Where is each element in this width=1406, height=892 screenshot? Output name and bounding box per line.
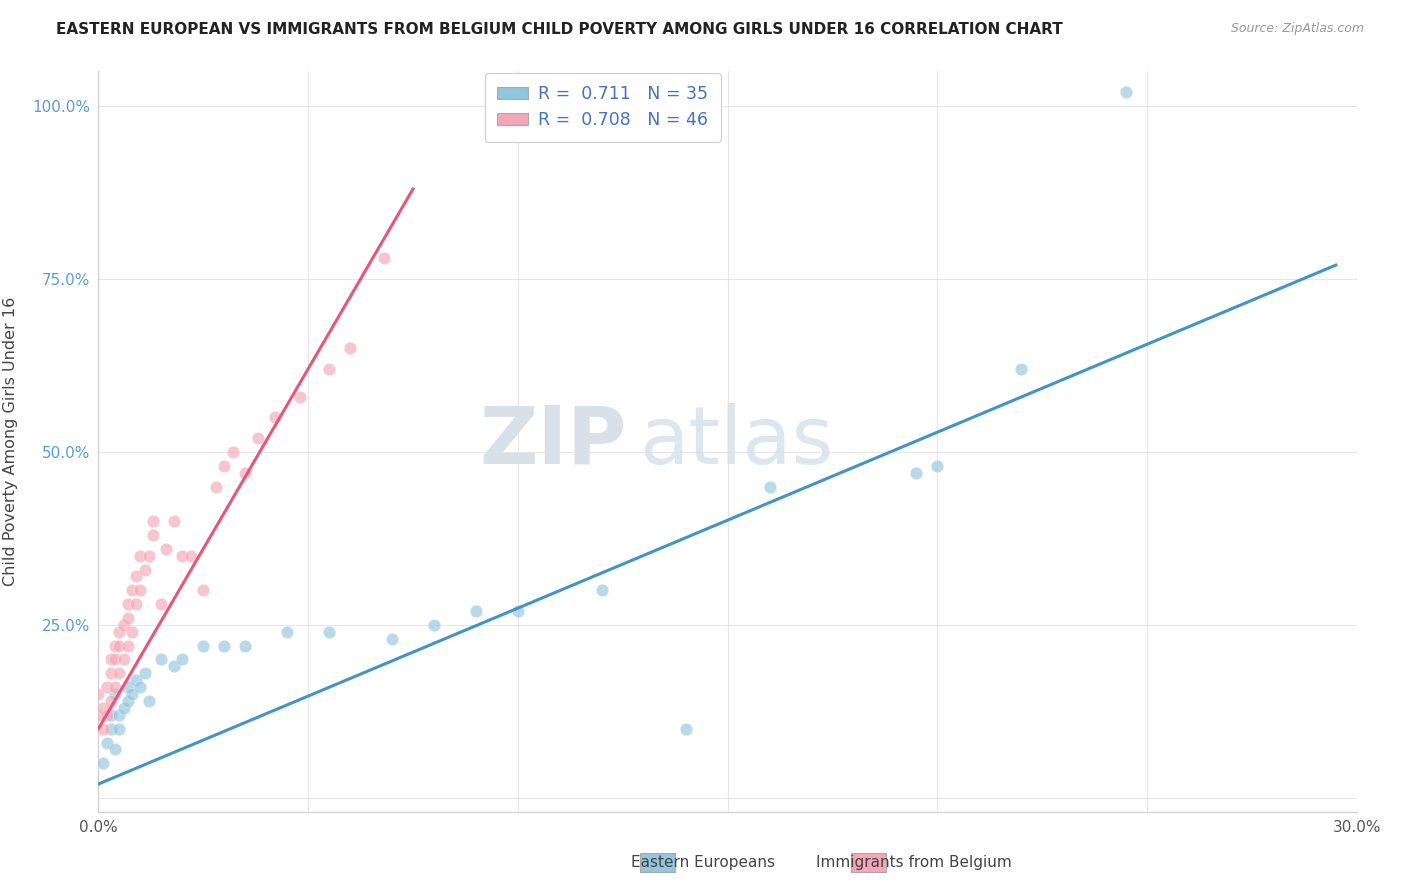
Point xyxy=(214,458,236,473)
Point xyxy=(121,583,143,598)
Point xyxy=(318,624,340,639)
Point xyxy=(117,680,139,694)
Point xyxy=(905,466,928,480)
Point xyxy=(591,583,613,598)
Point xyxy=(129,680,152,694)
Text: EASTERN EUROPEAN VS IMMIGRANTS FROM BELGIUM CHILD POVERTY AMONG GIRLS UNDER 16 C: EASTERN EUROPEAN VS IMMIGRANTS FROM BELG… xyxy=(56,22,1063,37)
Point xyxy=(125,597,148,611)
Point xyxy=(104,639,127,653)
Point xyxy=(465,604,488,618)
Point xyxy=(1010,362,1032,376)
Point xyxy=(117,611,139,625)
Point xyxy=(87,707,110,722)
Point xyxy=(927,458,949,473)
Point xyxy=(91,756,114,771)
Text: atlas: atlas xyxy=(640,402,834,481)
Point xyxy=(172,549,194,563)
Point xyxy=(506,604,529,618)
Point xyxy=(205,479,228,493)
Point xyxy=(172,652,194,666)
Point xyxy=(423,618,446,632)
Point xyxy=(100,694,122,708)
Point xyxy=(87,687,110,701)
Point xyxy=(121,624,143,639)
Point xyxy=(381,632,404,646)
Point xyxy=(129,583,152,598)
Text: Immigrants from Belgium: Immigrants from Belgium xyxy=(815,855,1012,870)
Point xyxy=(100,666,122,681)
Point xyxy=(155,541,177,556)
Point xyxy=(134,666,156,681)
Point xyxy=(193,639,215,653)
Point xyxy=(129,549,152,563)
Text: Eastern Europeans: Eastern Europeans xyxy=(631,855,775,870)
Point xyxy=(104,742,127,756)
Point xyxy=(246,431,269,445)
Point xyxy=(263,410,285,425)
Point xyxy=(138,694,160,708)
Point xyxy=(288,390,311,404)
Point xyxy=(108,722,131,736)
Point xyxy=(214,639,236,653)
Point xyxy=(1115,85,1137,99)
Point xyxy=(142,514,165,528)
Point xyxy=(108,639,131,653)
Point xyxy=(318,362,340,376)
Point xyxy=(91,701,114,715)
Point xyxy=(163,514,186,528)
Y-axis label: Child Poverty Among Girls Under 16: Child Poverty Among Girls Under 16 xyxy=(3,297,18,586)
Legend: R =  0.711   N = 35, R =  0.708   N = 46: R = 0.711 N = 35, R = 0.708 N = 46 xyxy=(485,72,721,142)
Point xyxy=(125,569,148,583)
Point xyxy=(221,445,243,459)
Point xyxy=(112,701,135,715)
Point xyxy=(100,722,122,736)
Point xyxy=(96,707,118,722)
Point xyxy=(117,597,139,611)
Point xyxy=(125,673,148,688)
Point xyxy=(121,687,143,701)
Point xyxy=(96,680,118,694)
Point xyxy=(758,479,780,493)
Point xyxy=(675,722,697,736)
Point xyxy=(193,583,215,598)
Point xyxy=(180,549,202,563)
Point xyxy=(373,251,395,265)
Point xyxy=(117,639,139,653)
Point xyxy=(104,687,127,701)
Point xyxy=(150,597,173,611)
Point xyxy=(112,652,135,666)
Point xyxy=(233,466,256,480)
Point xyxy=(96,735,118,749)
Point xyxy=(104,652,127,666)
Point xyxy=(91,722,114,736)
Point xyxy=(339,341,361,355)
Point xyxy=(104,680,127,694)
Point xyxy=(150,652,173,666)
Point xyxy=(276,624,298,639)
Point xyxy=(233,639,256,653)
Point xyxy=(112,618,135,632)
Point xyxy=(108,666,131,681)
Point xyxy=(117,694,139,708)
Point xyxy=(100,707,122,722)
Text: Source: ZipAtlas.com: Source: ZipAtlas.com xyxy=(1230,22,1364,36)
Point xyxy=(100,652,122,666)
Text: ZIP: ZIP xyxy=(479,402,627,481)
Point xyxy=(163,659,186,673)
Point xyxy=(108,624,131,639)
Point xyxy=(142,528,165,542)
Point xyxy=(108,707,131,722)
Point xyxy=(134,563,156,577)
Point xyxy=(138,549,160,563)
